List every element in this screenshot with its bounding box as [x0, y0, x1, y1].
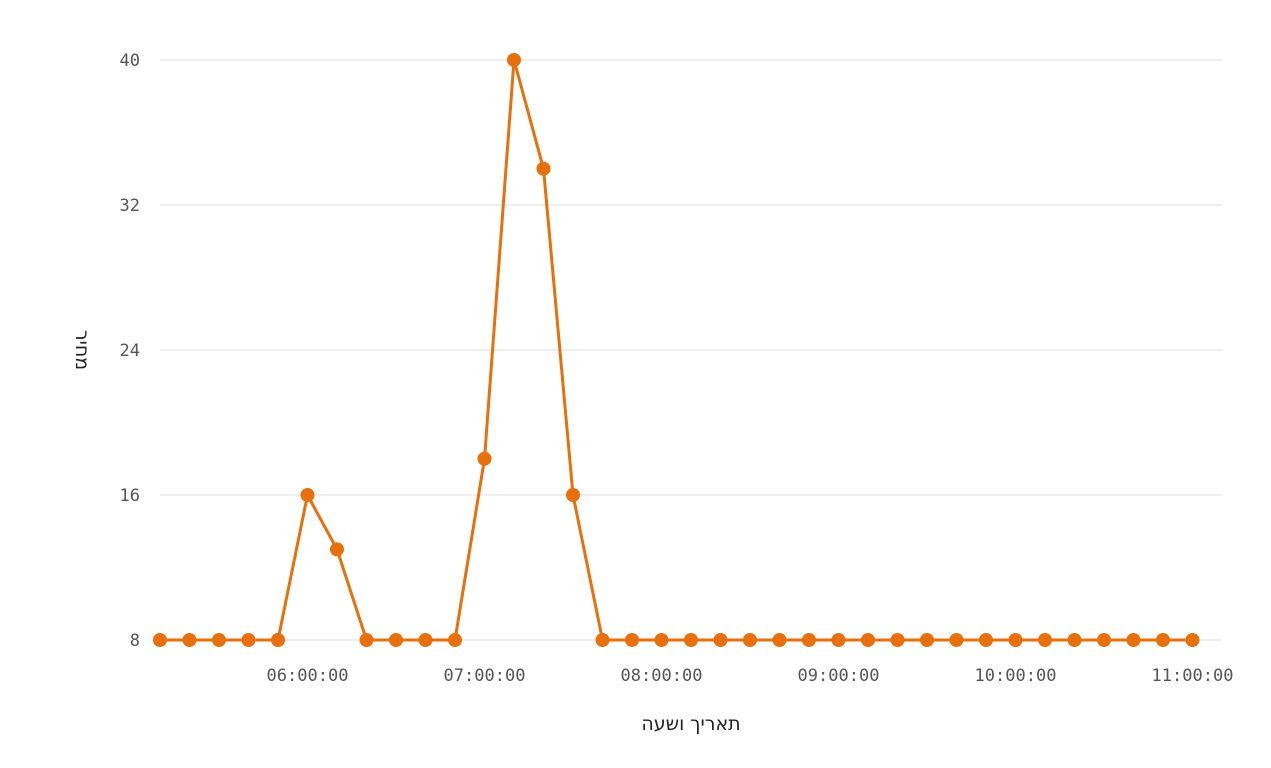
data-point[interactable]	[949, 633, 964, 647]
y-tick-label: 24	[120, 341, 140, 361]
data-point[interactable]	[979, 633, 993, 647]
data-point[interactable]	[861, 633, 875, 647]
data-point[interactable]	[625, 633, 639, 647]
data-point[interactable]	[418, 633, 433, 647]
data-point[interactable]	[1126, 633, 1141, 647]
y-tick-label: 40	[120, 51, 140, 71]
y-tick-label: 32	[120, 196, 140, 216]
data-point[interactable]	[1067, 633, 1082, 647]
x-tick-label: 07:00:00	[444, 666, 526, 686]
data-point[interactable]	[1156, 633, 1170, 647]
x-tick-label: 08:00:00	[621, 666, 703, 686]
y-axis-title: מחיר	[71, 330, 93, 370]
data-point[interactable]	[566, 488, 580, 502]
data-point[interactable]	[359, 633, 374, 647]
data-point[interactable]	[684, 633, 698, 647]
data-point[interactable]	[507, 53, 521, 67]
data-point[interactable]	[743, 633, 757, 647]
data-point[interactable]	[300, 488, 315, 502]
x-tick-label: 11:00:00	[1152, 666, 1234, 686]
data-point[interactable]	[890, 633, 905, 647]
data-point[interactable]	[713, 633, 728, 647]
y-tick-label: 16	[120, 486, 140, 506]
data-point[interactable]	[241, 633, 256, 647]
y-tick-label: 8	[130, 631, 140, 651]
data-point[interactable]	[772, 633, 787, 647]
data-point[interactable]	[477, 451, 492, 466]
data-point[interactable]	[212, 633, 226, 647]
data-point[interactable]	[389, 633, 403, 647]
data-point[interactable]	[654, 633, 669, 647]
data-point[interactable]	[448, 633, 462, 647]
data-point[interactable]	[271, 633, 285, 647]
series-layer	[153, 53, 1200, 647]
data-point[interactable]	[595, 633, 610, 647]
x-axis-title: תאריך ושעה	[641, 713, 740, 735]
data-point[interactable]	[831, 633, 846, 647]
data-point[interactable]	[1097, 633, 1111, 647]
data-point[interactable]	[802, 633, 816, 647]
data-point[interactable]	[1008, 633, 1023, 647]
x-tick-label: 10:00:00	[975, 666, 1057, 686]
data-point[interactable]	[1038, 633, 1052, 647]
x-tick-labels: 06:00:00 07:00:00 08:00:00 09:00:00 10:00:00…	[267, 666, 1234, 686]
grid-layer	[160, 59, 1222, 641]
data-point[interactable]	[182, 633, 197, 647]
y-tick-labels: 8 16 24 32 40	[120, 51, 140, 651]
x-tick-label: 06:00:00	[267, 666, 349, 686]
x-tick-label: 09:00:00	[798, 666, 880, 686]
data-point[interactable]	[920, 633, 934, 647]
data-point[interactable]	[1185, 633, 1200, 647]
data-point[interactable]	[330, 542, 344, 557]
data-point[interactable]	[153, 633, 167, 647]
data-point[interactable]	[536, 161, 551, 176]
